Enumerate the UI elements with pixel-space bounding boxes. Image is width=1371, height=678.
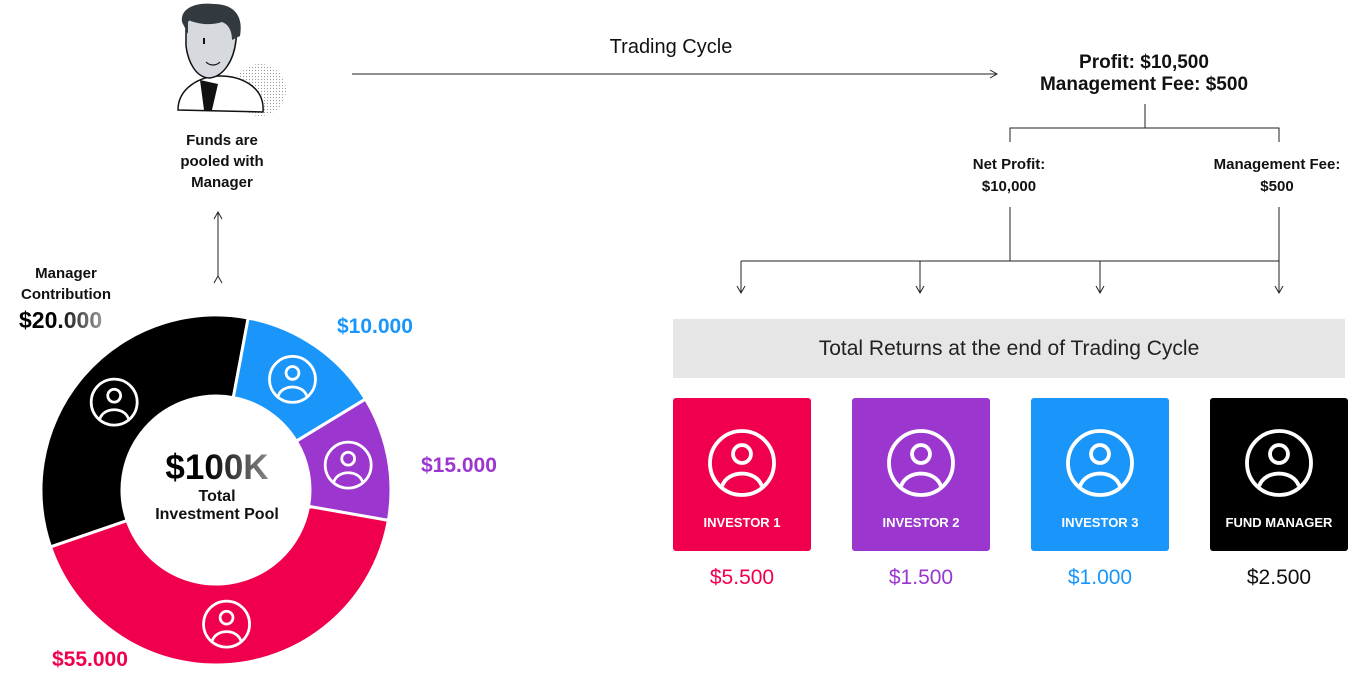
card-label: FUND MANAGER (1225, 515, 1333, 530)
management-fee-label: Management Fee: $500 (1214, 154, 1341, 198)
user-icon (708, 429, 776, 497)
manager-contribution-label: Manager Contribution (21, 263, 111, 305)
investment-pool-donut (39, 313, 393, 667)
return-card-investor-2: INVESTOR 2 (852, 398, 990, 551)
return-amount: $1.000 (1067, 566, 1133, 589)
user-icon (1066, 429, 1134, 497)
return-card-fund-manager: FUND MANAGER (1210, 398, 1348, 551)
manager-illustration-icon (177, 3, 286, 116)
segment-fund-manager (39, 313, 250, 549)
user-icon (887, 429, 955, 497)
card-label: INVESTOR 3 (1061, 515, 1139, 530)
user-icon (268, 354, 317, 404)
user-icon (1245, 429, 1313, 497)
return-amount: $5.500 (709, 566, 775, 589)
user-icon (89, 377, 139, 427)
caption-line: Total (198, 488, 236, 505)
return-amount: $1.500 (888, 566, 954, 589)
management-fee-value: $500 (1260, 178, 1294, 195)
card-label: INVESTOR 2 (882, 515, 960, 530)
segment-investor-1 (48, 504, 391, 667)
user-icon (202, 599, 251, 649)
card-label: INVESTOR 1 (703, 515, 781, 530)
profit-summary: Profit: $10,500 Management Fee: $500 (1040, 52, 1248, 96)
total-returns-banner: Total Returns at the end of Trading Cycl… (673, 319, 1345, 378)
distribution-bracket (741, 207, 1280, 262)
return-card-investor-3: INVESTOR 3 (1031, 398, 1169, 551)
user-icon (708, 429, 776, 497)
label-line: Manager (35, 265, 97, 282)
trading-cycle-label: Trading Cycle (609, 36, 733, 58)
return-card-investor-1: INVESTOR 1 (673, 398, 811, 551)
investor-1-contribution: $55.000 (52, 648, 128, 671)
caption-line: pooled with (180, 153, 264, 170)
net-profit-label: Net Profit: $10,000 (973, 154, 1046, 198)
label-line: Contribution (21, 286, 111, 303)
user-icon (1066, 429, 1134, 497)
user-icon (1245, 429, 1313, 497)
caption-line: Funds are (186, 132, 258, 149)
user-icon (887, 429, 955, 497)
profit-total: Profit: $10,500 (1079, 52, 1209, 73)
investor-2-contribution: $15.000 (421, 454, 497, 477)
management-fee-title: Management Fee: (1213, 156, 1341, 173)
investor-3-contribution: $10.000 (337, 315, 413, 338)
manager-contribution-value: $20.000 (19, 307, 103, 333)
profit-split-bracket (1009, 104, 1280, 142)
net-profit-title: Net Profit: (972, 156, 1046, 173)
management-fee-total: Management Fee: $500 (1039, 74, 1249, 95)
return-amount: $2.500 (1246, 566, 1312, 589)
manager-caption: Funds are pooled with Manager (180, 130, 263, 193)
net-profit-value: $10,000 (981, 178, 1037, 195)
total-pool-caption: Total Investment Pool (155, 488, 279, 524)
caption-line: Manager (191, 174, 253, 191)
total-pool-value: $100K (165, 448, 269, 487)
caption-line: Investment Pool (155, 506, 279, 523)
user-icon (323, 440, 373, 490)
